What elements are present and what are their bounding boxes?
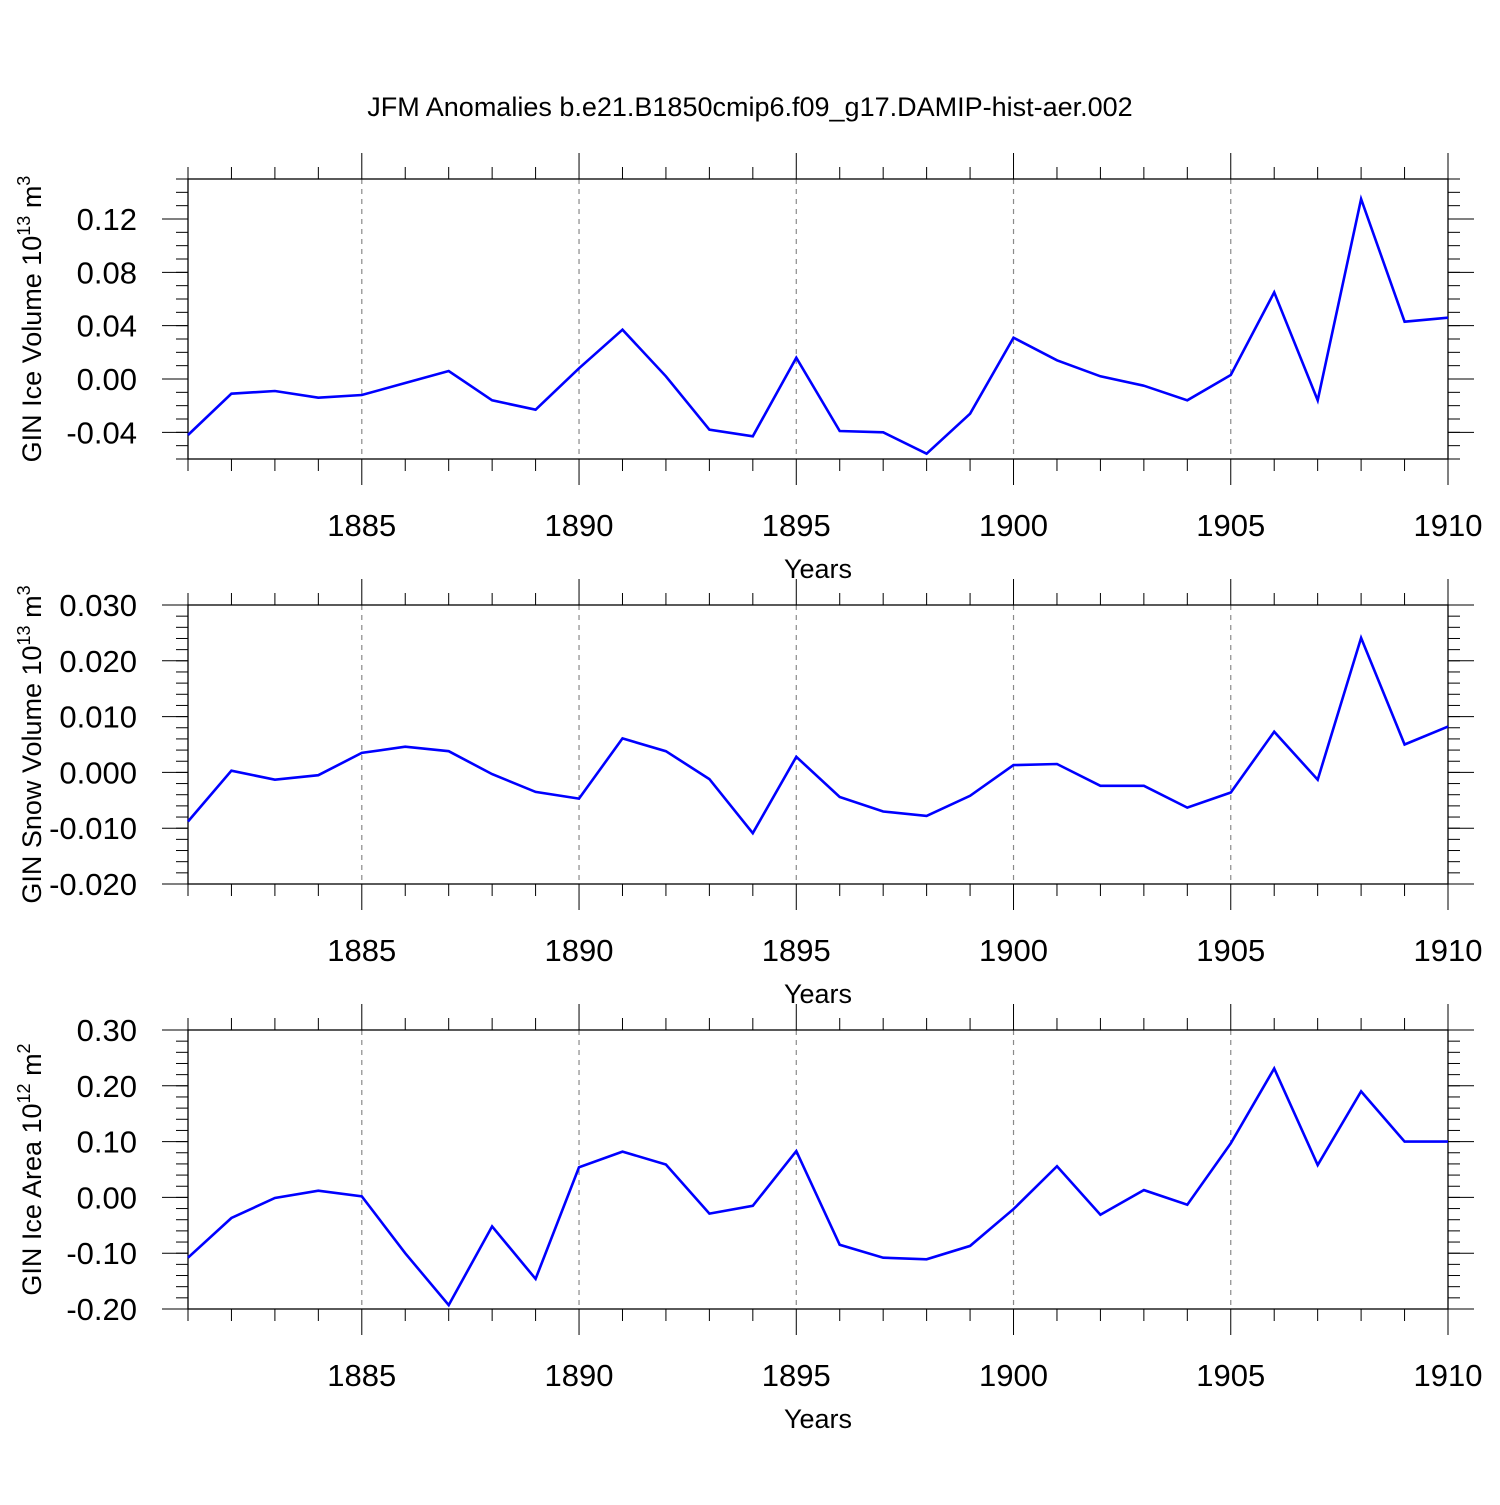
y-tick-label: 0.04 (77, 309, 137, 344)
data-series-line (188, 1069, 1448, 1306)
y-tick-label: 0.010 (59, 700, 137, 735)
x-tick-label: 1890 (545, 933, 614, 968)
data-series-line (188, 638, 1448, 833)
x-tick-label: 1900 (979, 508, 1048, 543)
x-tick-label: 1910 (1414, 508, 1483, 543)
panel-2: -0.020 -0.010 0.000 0.010 0.020 0.030 1885 1890… (14, 579, 1482, 1009)
y-tick-label: -0.010 (49, 811, 137, 846)
x-tick-label: 1905 (1196, 933, 1265, 968)
x-tick-label: 1905 (1196, 508, 1265, 543)
y-tick-label: 0.12 (77, 202, 137, 237)
panel-3: -0.20 -0.10 0.00 0.10 0.20 0.30 1885 1890 1895 19… (14, 1004, 1482, 1434)
y-tick-label: 0.10 (77, 1125, 137, 1160)
data-series-line (188, 199, 1448, 454)
y-axis-label-part: m (17, 595, 47, 625)
plot-frame (188, 1030, 1448, 1309)
panel-1: -0.04 0.00 0.04 0.08 0.12 1885 1890 1895 1900 190… (14, 153, 1482, 584)
y-axis-label-part: m (17, 1053, 47, 1083)
x-tick-label: 1890 (545, 508, 614, 543)
x-tick-label: 1885 (327, 1358, 396, 1393)
chart-title: JFM Anomalies b.e21.B1850cmip6.f09_g17.D… (367, 92, 1132, 122)
plot-frame (188, 605, 1448, 884)
y-axis-label-part: GIN Snow Volume 10 (17, 645, 47, 903)
y-axis-label: GIN Ice Area 1012 m2 (14, 1043, 47, 1295)
y-tick-label: 0.20 (77, 1069, 137, 1104)
y-tick-label: 0.000 (59, 755, 137, 790)
x-tick-label: 1885 (327, 508, 396, 543)
x-tick-label: 1895 (762, 508, 831, 543)
y-tick-label: -0.020 (49, 867, 137, 902)
x-tick-label: 1900 (979, 1358, 1048, 1393)
x-tick-label: 1885 (327, 933, 396, 968)
y-axis-label-exponent: 13 (14, 216, 34, 236)
y-tick-label: 0.020 (59, 644, 137, 679)
x-tick-label: 1905 (1196, 1358, 1265, 1393)
x-axis-label: Years (784, 979, 852, 1009)
y-tick-label: -0.10 (66, 1236, 137, 1271)
y-axis-label-exponent: 12 (14, 1083, 34, 1103)
y-axis-label-part: GIN Ice Area 10 (17, 1103, 47, 1295)
y-axis-label-exponent: 13 (14, 625, 34, 645)
y-tick-label: 0.08 (77, 255, 137, 290)
y-axis-label-part: m (17, 186, 47, 216)
y-axis-label: GIN Ice Volume 1013 m3 (14, 176, 47, 463)
y-axis-label-exponent: 3 (14, 585, 34, 595)
x-tick-label: 1890 (545, 1358, 614, 1393)
y-tick-label: 0.030 (59, 588, 137, 623)
x-axis-label: Years (784, 554, 852, 584)
x-tick-label: 1900 (979, 933, 1048, 968)
y-axis-label-exponent: 3 (14, 176, 34, 186)
x-tick-label: 1910 (1414, 933, 1483, 968)
y-tick-label: 0.30 (77, 1013, 137, 1048)
x-axis-label: Years (784, 1404, 852, 1434)
x-tick-label: 1910 (1414, 1358, 1483, 1393)
y-tick-label: 0.00 (77, 1180, 137, 1215)
y-axis-label-exponent: 2 (14, 1043, 34, 1053)
x-tick-label: 1895 (762, 933, 831, 968)
y-axis-label: GIN Snow Volume 1013 m3 (14, 585, 47, 903)
x-tick-label: 1895 (762, 1358, 831, 1393)
y-tick-label: 0.00 (77, 362, 137, 397)
y-tick-label: -0.04 (66, 415, 137, 450)
y-tick-label: -0.20 (66, 1292, 137, 1327)
y-axis-label-part: GIN Ice Volume 10 (17, 236, 47, 463)
